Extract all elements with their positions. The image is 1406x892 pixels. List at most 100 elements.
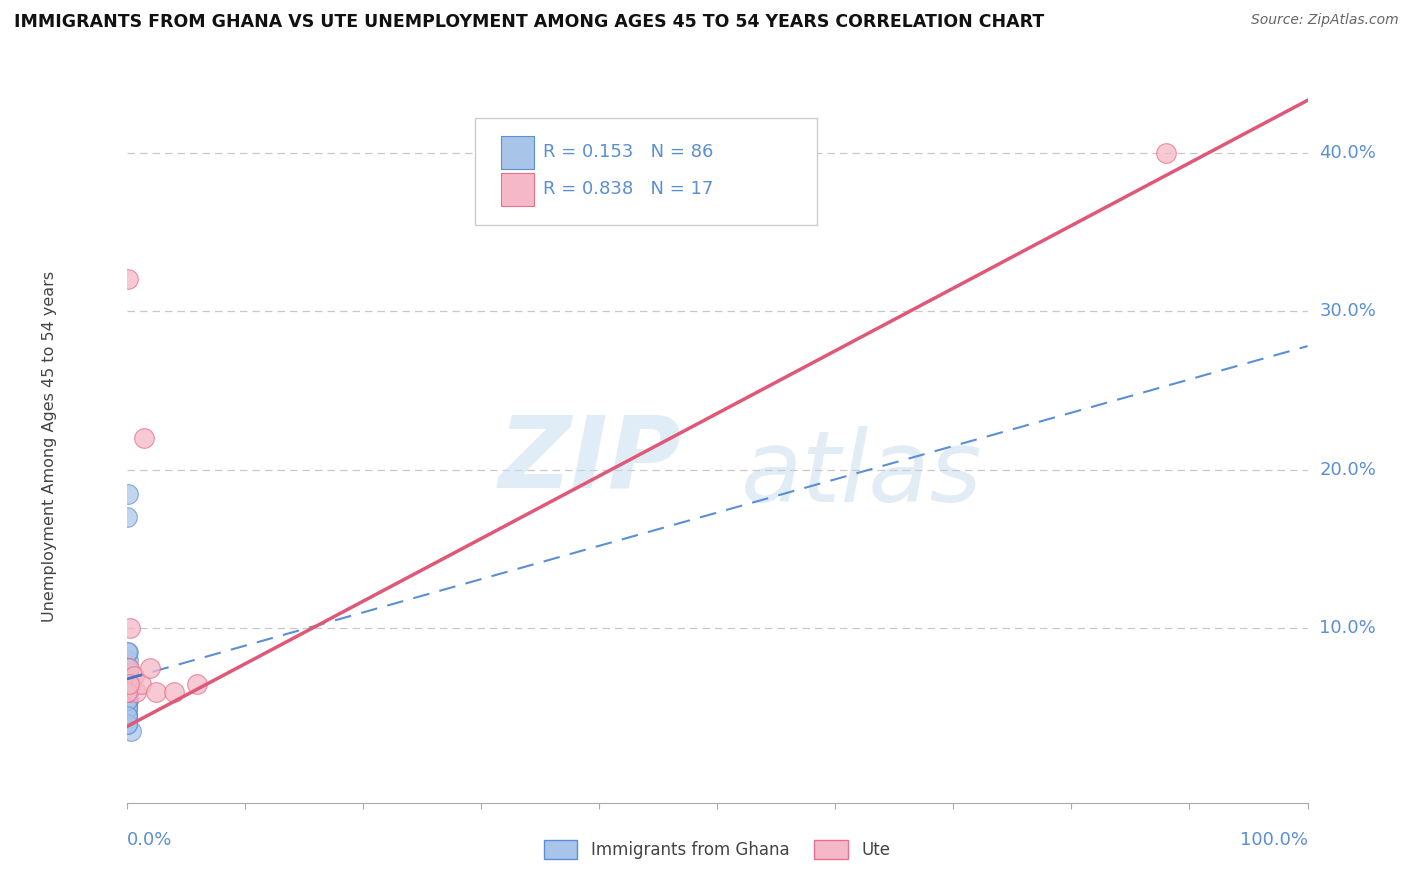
- Text: ZIP: ZIP: [499, 412, 682, 508]
- Point: [117, 685, 139, 699]
- Point: [117, 669, 139, 683]
- Point: [117, 692, 139, 706]
- Point: [117, 677, 139, 691]
- Point: [115, 685, 138, 699]
- Text: 10.0%: 10.0%: [1319, 619, 1376, 638]
- Point: [115, 716, 138, 731]
- Point: [117, 700, 139, 714]
- Point: [117, 677, 139, 691]
- Point: [117, 685, 139, 699]
- Point: [117, 645, 139, 659]
- Point: [117, 486, 139, 500]
- Point: [117, 692, 139, 706]
- Point: [117, 692, 139, 706]
- Point: [117, 685, 139, 699]
- Point: [117, 661, 139, 675]
- Point: [115, 716, 138, 731]
- Text: Unemployment Among Ages 45 to 54 years: Unemployment Among Ages 45 to 54 years: [42, 270, 58, 622]
- Point: [117, 700, 139, 714]
- Point: [117, 510, 139, 524]
- Point: [117, 677, 139, 691]
- Point: [115, 716, 138, 731]
- Point: [115, 708, 138, 723]
- Point: [117, 685, 139, 699]
- Point: [115, 669, 138, 683]
- Point: [134, 431, 156, 445]
- Point: [117, 669, 139, 683]
- Point: [117, 677, 139, 691]
- FancyBboxPatch shape: [501, 173, 534, 206]
- Point: [117, 677, 139, 691]
- Point: [115, 708, 138, 723]
- Point: [115, 716, 138, 731]
- Point: [117, 677, 139, 691]
- Text: 40.0%: 40.0%: [1319, 144, 1376, 161]
- Legend: Immigrants from Ghana, Ute: Immigrants from Ghana, Ute: [537, 833, 897, 866]
- Point: [117, 685, 139, 699]
- Point: [117, 692, 139, 706]
- FancyBboxPatch shape: [501, 136, 534, 169]
- Point: [115, 700, 138, 714]
- Point: [117, 669, 139, 683]
- Text: 100.0%: 100.0%: [1240, 831, 1308, 849]
- Point: [115, 716, 138, 731]
- Point: [117, 685, 139, 699]
- Point: [120, 724, 142, 739]
- Point: [115, 716, 138, 731]
- Point: [117, 661, 139, 675]
- Text: 30.0%: 30.0%: [1319, 302, 1376, 320]
- Point: [115, 716, 138, 731]
- Point: [118, 661, 141, 675]
- Point: [115, 716, 138, 731]
- Point: [117, 692, 139, 706]
- FancyBboxPatch shape: [475, 118, 817, 225]
- Point: [117, 653, 139, 667]
- Text: 20.0%: 20.0%: [1319, 461, 1376, 479]
- Point: [117, 669, 139, 683]
- Point: [117, 692, 139, 706]
- Text: 0.0%: 0.0%: [127, 831, 172, 849]
- Point: [117, 692, 139, 706]
- Point: [115, 685, 138, 699]
- Point: [117, 685, 139, 699]
- Point: [115, 645, 138, 659]
- Point: [117, 669, 139, 683]
- Point: [145, 685, 167, 699]
- Point: [117, 677, 139, 691]
- Point: [115, 700, 138, 714]
- Point: [117, 685, 139, 699]
- Point: [117, 661, 139, 675]
- Point: [115, 716, 138, 731]
- Point: [117, 669, 139, 683]
- Point: [115, 708, 138, 723]
- Text: R = 0.838   N = 17: R = 0.838 N = 17: [544, 180, 714, 198]
- Point: [122, 669, 145, 683]
- Point: [115, 708, 138, 723]
- Point: [117, 700, 139, 714]
- Point: [117, 661, 139, 675]
- Point: [117, 685, 139, 699]
- Point: [115, 716, 138, 731]
- Point: [115, 716, 138, 731]
- Point: [163, 685, 186, 699]
- Point: [120, 621, 142, 635]
- Point: [117, 661, 139, 675]
- Point: [115, 677, 138, 691]
- Text: atlas: atlas: [741, 426, 983, 523]
- Point: [117, 692, 139, 706]
- Point: [117, 272, 139, 286]
- Point: [115, 708, 138, 723]
- Point: [115, 708, 138, 723]
- Point: [115, 708, 138, 723]
- Text: R = 0.153   N = 86: R = 0.153 N = 86: [544, 143, 714, 161]
- Point: [115, 708, 138, 723]
- Point: [117, 692, 139, 706]
- Point: [118, 677, 141, 691]
- Point: [120, 677, 142, 691]
- Point: [117, 661, 139, 675]
- Point: [115, 661, 138, 675]
- Point: [115, 708, 138, 723]
- Point: [117, 677, 139, 691]
- Point: [117, 661, 139, 675]
- Point: [1154, 145, 1177, 160]
